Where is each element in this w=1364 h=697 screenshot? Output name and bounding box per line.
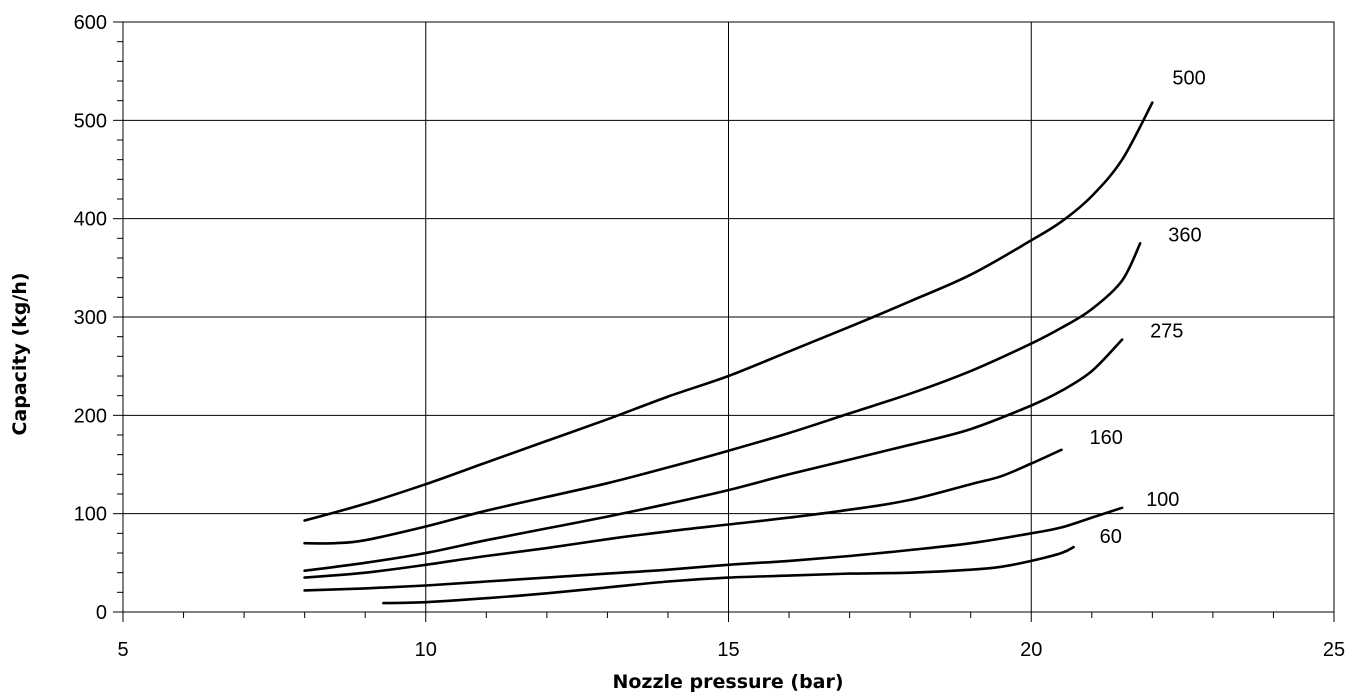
series-line-100 [303, 506, 1124, 592]
x-tick-label: 25 [1323, 639, 1345, 661]
y-tick-label: 600 [74, 12, 107, 34]
y-tick-label: 100 [74, 504, 107, 526]
y-tick-label: 400 [74, 209, 107, 231]
series-line-360 [303, 242, 1142, 545]
series-label-360: 360 [1168, 224, 1201, 246]
grid-lines [123, 22, 1334, 612]
series-line-500 [303, 101, 1154, 522]
series-label-100: 100 [1146, 489, 1179, 511]
series-lines [303, 101, 1154, 605]
y-tick-label: 200 [74, 405, 107, 427]
x-tick-label: 5 [117, 639, 128, 661]
x-axis-title: Nozzle pressure (bar) [612, 671, 843, 693]
x-tick-label: 20 [1020, 639, 1042, 661]
y-tick-label: 300 [74, 307, 107, 329]
series-label-60: 60 [1100, 526, 1122, 548]
y-tick-label: 500 [74, 110, 107, 132]
labels: 0 100 200 300 400 500 600 5 10 15 20 25 500 360 275 160… [74, 12, 1346, 661]
series-line-60 [382, 545, 1075, 605]
series-line-275 [303, 338, 1124, 572]
y-axis-title: Capacity (kg/h) [9, 272, 31, 435]
x-tick-label: 10 [415, 639, 437, 661]
x-tick-label: 15 [717, 639, 739, 661]
series-label-160: 160 [1090, 427, 1123, 449]
series-label-500: 500 [1172, 68, 1205, 90]
series-label-275: 275 [1150, 321, 1183, 343]
series-line-160 [303, 448, 1063, 579]
y-tick-label: 0 [96, 602, 107, 624]
axes [113, 21, 1335, 622]
